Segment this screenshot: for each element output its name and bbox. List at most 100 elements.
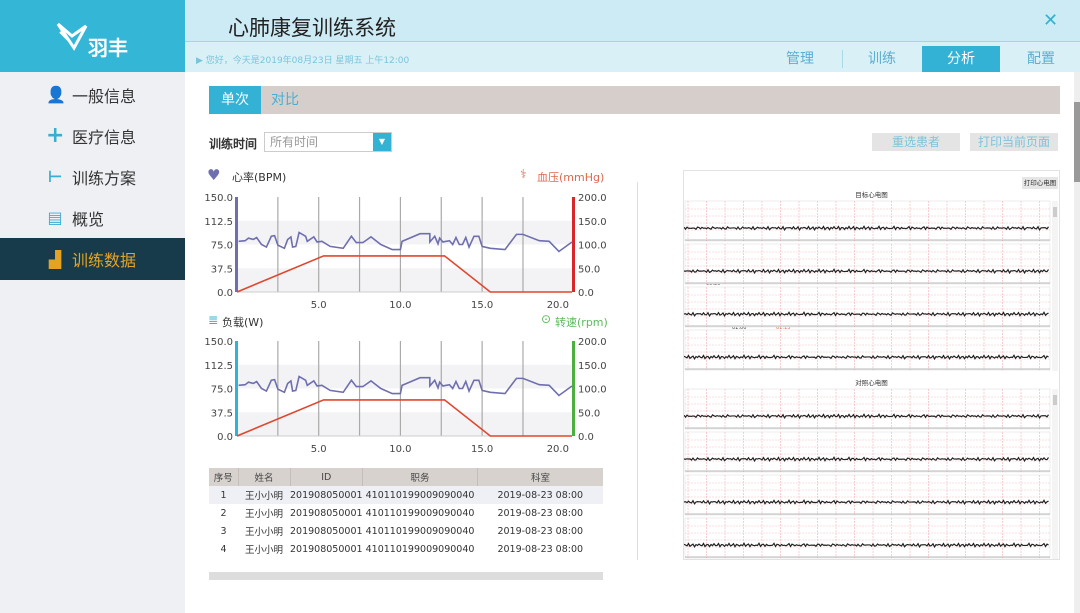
logo-wing-icon	[56, 22, 88, 51]
heart-icon: ♥	[207, 166, 221, 184]
right-tick-label: 100.0	[578, 385, 607, 396]
sidebar-item-label: 一般信息	[72, 86, 137, 106]
ecg-waveform	[684, 456, 1049, 463]
table-row[interactable]: 2 王小小明 201908050001 410110199009090040 2019-…	[209, 504, 603, 522]
select-value: 所有时间	[270, 135, 319, 149]
nav-manage[interactable]: 管理	[786, 51, 814, 67]
page-scrollbar[interactable]	[1074, 72, 1080, 613]
nav-config[interactable]: 配置	[1027, 51, 1055, 67]
table-cell: 2019-08-23 08:00	[497, 543, 584, 555]
ecg-strip	[684, 431, 1051, 473]
x-tick-label: 15.0	[471, 300, 493, 311]
series-line-0	[238, 375, 573, 397]
left-tick-label: 150.0	[205, 193, 233, 204]
ecg-strips	[684, 200, 1058, 559]
user-icon: 👤	[46, 85, 66, 104]
table-cell: 1	[209, 486, 238, 504]
ecg-strip	[684, 329, 1051, 371]
filter-label: 训练时间	[209, 137, 258, 151]
right-tick-label: 150.0	[578, 217, 607, 228]
right-tick-label: 200.0	[578, 193, 607, 204]
grid-band	[237, 268, 572, 292]
sidebar-item-medical-info[interactable]: + 医疗信息	[0, 115, 185, 156]
sidebar-item-general-info[interactable]: 👤 一般信息	[0, 74, 185, 115]
left-tick-label: 75.0	[211, 241, 233, 252]
left-tick-label: 150.0	[205, 337, 233, 348]
table-cell: 王小小明	[244, 545, 283, 556]
table-cell: 410110199009090040	[365, 525, 475, 537]
grid-band	[237, 220, 572, 245]
right-axis-bar	[572, 197, 575, 292]
table-row[interactable]: 1 王小小明 201908050001 410110199009090040 2019-…	[209, 486, 603, 504]
sidebar-item-label: 医疗信息	[72, 127, 137, 147]
series-line-0	[238, 231, 573, 253]
x-tick-label: 10.0	[389, 300, 411, 311]
col-header: 序号	[209, 468, 239, 486]
table-cell: 410110199009090040	[365, 507, 475, 519]
tab-single[interactable]: 单次	[209, 86, 261, 114]
load-chart: 0.0 37.5 75.0 112.5 150.0 0.0 50.0 100.0 150.0 20…	[205, 337, 607, 455]
nav-analysis[interactable]: 分析	[922, 46, 1000, 72]
print-page-button[interactable]: 打印当前页面	[970, 133, 1058, 151]
table-cell: 201908050001	[290, 543, 363, 555]
sidebar: 👤 一般信息 + 医疗信息 ⊢ 训练方案 ▤ 概览 ▟ 训练数据	[0, 72, 185, 613]
x-tick-label: 5.0	[311, 444, 327, 455]
left-axis-bar	[235, 341, 238, 436]
table-cell: 410110199009090040	[362, 486, 478, 504]
target-ecg-title: 目标心电图	[855, 191, 888, 199]
col-header: 职务	[362, 468, 479, 486]
training-time-select[interactable]: 所有时间 ▼	[264, 132, 392, 152]
greeting-text: ▶ 您好，今天是2019年08月23日 星期五 上午12:00	[196, 56, 410, 66]
scrollbar-thumb[interactable]	[1074, 102, 1080, 182]
left-tick-label: 0.0	[217, 432, 233, 443]
ecg-scrollbar	[1052, 201, 1058, 371]
document-icon: ▤	[47, 208, 63, 227]
sidebar-item-training-plan[interactable]: ⊢ 训练方案	[0, 156, 185, 197]
table-cell: 201908050001	[290, 507, 363, 519]
plus-icon: +	[46, 123, 65, 148]
ecg-strip	[684, 286, 1051, 328]
ecg-waveform	[684, 542, 1049, 549]
ecg-strip	[684, 200, 1051, 242]
ecg-time-label: 01:15	[776, 325, 791, 331]
ecg-strip	[684, 388, 1051, 430]
list-icon: ≣	[208, 313, 219, 327]
right-tick-label: 100.0	[578, 241, 607, 252]
right-tick-label: 150.0	[578, 361, 607, 372]
table-row[interactable]: 4 王小小明 201908050001 410110199009090040 2019-…	[209, 540, 603, 558]
left-tick-label: 0.0	[217, 288, 233, 299]
sidebar-item-label: 训练数据	[72, 251, 137, 270]
tab-compare[interactable]: 对比	[271, 92, 299, 108]
reselect-patient-button[interactable]: 重选患者	[872, 133, 960, 151]
ecg-strip	[684, 517, 1051, 559]
speed-label: 转速(rpm)	[555, 316, 608, 329]
speed-icon: ⊙	[541, 312, 552, 326]
table-scrollbar[interactable]	[209, 572, 603, 580]
ecg-strip	[684, 474, 1051, 516]
right-tick-label: 0.0	[578, 288, 594, 299]
sidebar-item-training-data[interactable]: ▟ 训练数据	[0, 238, 185, 280]
print-ecg-button[interactable]: 打印心电图	[1022, 177, 1058, 189]
logo: 羽丰	[0, 0, 185, 72]
x-tick-label: 20.0	[547, 300, 569, 311]
x-tick-label: 10.0	[389, 444, 411, 455]
title-bar	[185, 0, 1080, 42]
sidebar-item-overview[interactable]: ▤ 概览	[0, 197, 185, 238]
ecg-scrollbar-thumb	[1053, 207, 1057, 217]
nav-divider	[842, 50, 843, 68]
table-cell: 2019-08-23 08:00	[497, 507, 584, 519]
table-cell: 王小小明	[244, 527, 283, 538]
plan-icon: ⊢	[47, 167, 63, 186]
close-icon[interactable]: ✕	[1043, 10, 1059, 31]
left-tick-label: 112.5	[205, 217, 233, 228]
bar-chart-icon: ▟	[48, 249, 62, 269]
left-tick-label: 112.5	[205, 361, 233, 372]
table-cell: 201908050001	[290, 486, 363, 504]
table-cell: 2	[220, 507, 227, 519]
table-cell: 410110199009090040	[365, 543, 475, 555]
left-tick-label: 37.5	[211, 408, 233, 419]
chevron-down-icon[interactable]: ▼	[373, 133, 391, 151]
left-axis-bar	[235, 197, 238, 292]
table-row[interactable]: 3 王小小明 201908050001 410110199009090040 2019-…	[209, 522, 603, 540]
nav-train[interactable]: 训练	[868, 51, 896, 67]
